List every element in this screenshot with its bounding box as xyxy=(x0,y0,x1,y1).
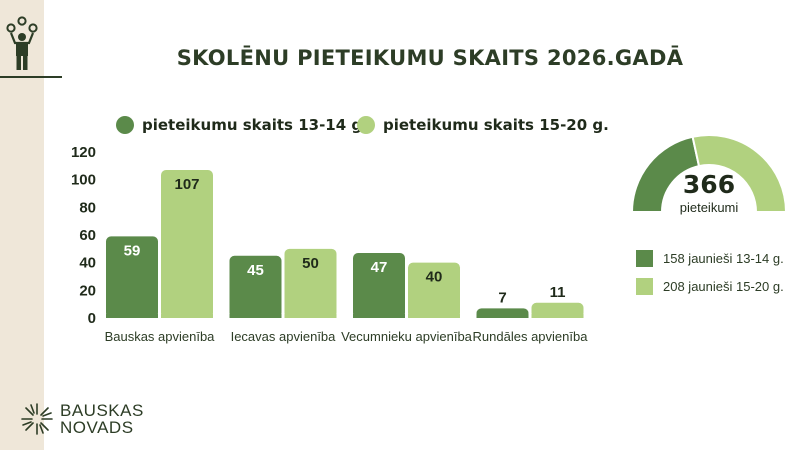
kpi-swatch-15-20 xyxy=(636,278,653,295)
bar-base-vecumnieku-apvieniba-series-1 xyxy=(353,314,405,318)
kpi-legend-13-14: 158 jaunieši 13-14 g. xyxy=(636,250,784,267)
y-tick-label: 40 xyxy=(79,255,96,272)
x-category-label-vecumnieku-apvieniba: Vecumnieku apvienība xyxy=(341,329,473,344)
bar-base-iecavas-apvieniba-series-1 xyxy=(229,314,282,318)
x-category-label-iecavas-apvieniba: Iecavas apvienība xyxy=(231,329,337,344)
gauge-total: 366 xyxy=(683,170,735,199)
bar-vecumnieku-apvieniba-series-1 xyxy=(353,252,405,318)
y-tick-label: 80 xyxy=(79,199,96,216)
legend-item-13-14: pieteikumu skaits 13-14 g. xyxy=(116,114,368,136)
bar-iecavas-apvieniba-series-1 xyxy=(229,255,282,318)
data-label-rundales-apvieniba-series-1: 7 xyxy=(498,289,506,306)
bar-base-rundales-apvieniba-series-2 xyxy=(531,314,584,318)
data-label-iecavas-apvieniba-series-2: 50 xyxy=(302,255,319,272)
bar-vecumnieku-apvieniba-series-2 xyxy=(408,262,460,318)
data-label-bauskas-apvieniba-series-2: 107 xyxy=(174,176,199,193)
legend-item-15-20: pieteikumu skaits 15-20 g. xyxy=(357,114,609,136)
kpi-label-15-20: 208 jaunieši 15-20 g. xyxy=(663,279,784,294)
y-tick-label: 120 xyxy=(71,144,96,161)
legend-dot-15-20 xyxy=(357,116,375,134)
legend-dot-13-14 xyxy=(116,116,134,134)
data-label-iecavas-apvieniba-series-1: 45 xyxy=(247,262,264,279)
data-label-bauskas-apvieniba-series-1: 59 xyxy=(124,242,141,259)
y-tick-label: 0 xyxy=(88,310,96,327)
sunburst-logo-icon xyxy=(21,403,53,435)
data-label-vecumnieku-apvieniba-series-2: 40 xyxy=(426,269,443,286)
y-tick-label: 100 xyxy=(71,172,96,189)
bar-base-bauskas-apvieniba-series-2 xyxy=(161,314,213,318)
y-tick-label: 60 xyxy=(79,227,96,244)
x-category-label-bauskas-apvieniba: Bauskas apvienība xyxy=(105,329,216,344)
data-label-rundales-apvieniba-series-2: 11 xyxy=(550,284,566,301)
header-rule xyxy=(0,76,62,78)
x-category-label-rundales-apvieniba: Rundāles apvienība xyxy=(473,329,589,344)
bar-iecavas-apvieniba-series-2 xyxy=(284,248,337,318)
kpi-swatch-13-14 xyxy=(636,250,653,267)
gauge-label: pieteikumi xyxy=(680,200,739,215)
bar-bauskas-apvieniba-series-2 xyxy=(161,169,213,318)
kpi-legend-15-20: 208 jaunieši 15-20 g. xyxy=(636,278,784,295)
bar-base-iecavas-apvieniba-series-2 xyxy=(284,314,337,318)
kpi-label-13-14: 158 jaunieši 13-14 g. xyxy=(663,251,784,266)
juggler-icon xyxy=(6,16,38,70)
bar-bauskas-apvieniba-series-1 xyxy=(106,236,158,318)
legend-label-15-20: pieteikumu skaits 15-20 g. xyxy=(383,116,609,134)
bar-base-bauskas-apvieniba-series-1 xyxy=(106,314,158,318)
logo-line-1: BAUSKAS xyxy=(60,401,144,420)
bar-base-vecumnieku-apvieniba-series-2 xyxy=(408,314,460,318)
sidebar-strip xyxy=(0,0,44,450)
legend-label-13-14: pieteikumu skaits 13-14 g. xyxy=(142,116,368,134)
gauge-segment-2 xyxy=(691,134,788,213)
bar-base-rundales-apvieniba-series-1 xyxy=(476,314,529,318)
brand-logo: BAUSKAS NOVADS xyxy=(20,402,144,436)
page-title: SKOLĒNU PIETEIKUMU SKAITS 2026.GADĀ xyxy=(176,46,684,70)
logo-line-2: NOVADS xyxy=(60,418,134,437)
y-tick-label: 20 xyxy=(79,282,96,299)
data-label-vecumnieku-apvieniba-series-1: 47 xyxy=(371,259,388,276)
